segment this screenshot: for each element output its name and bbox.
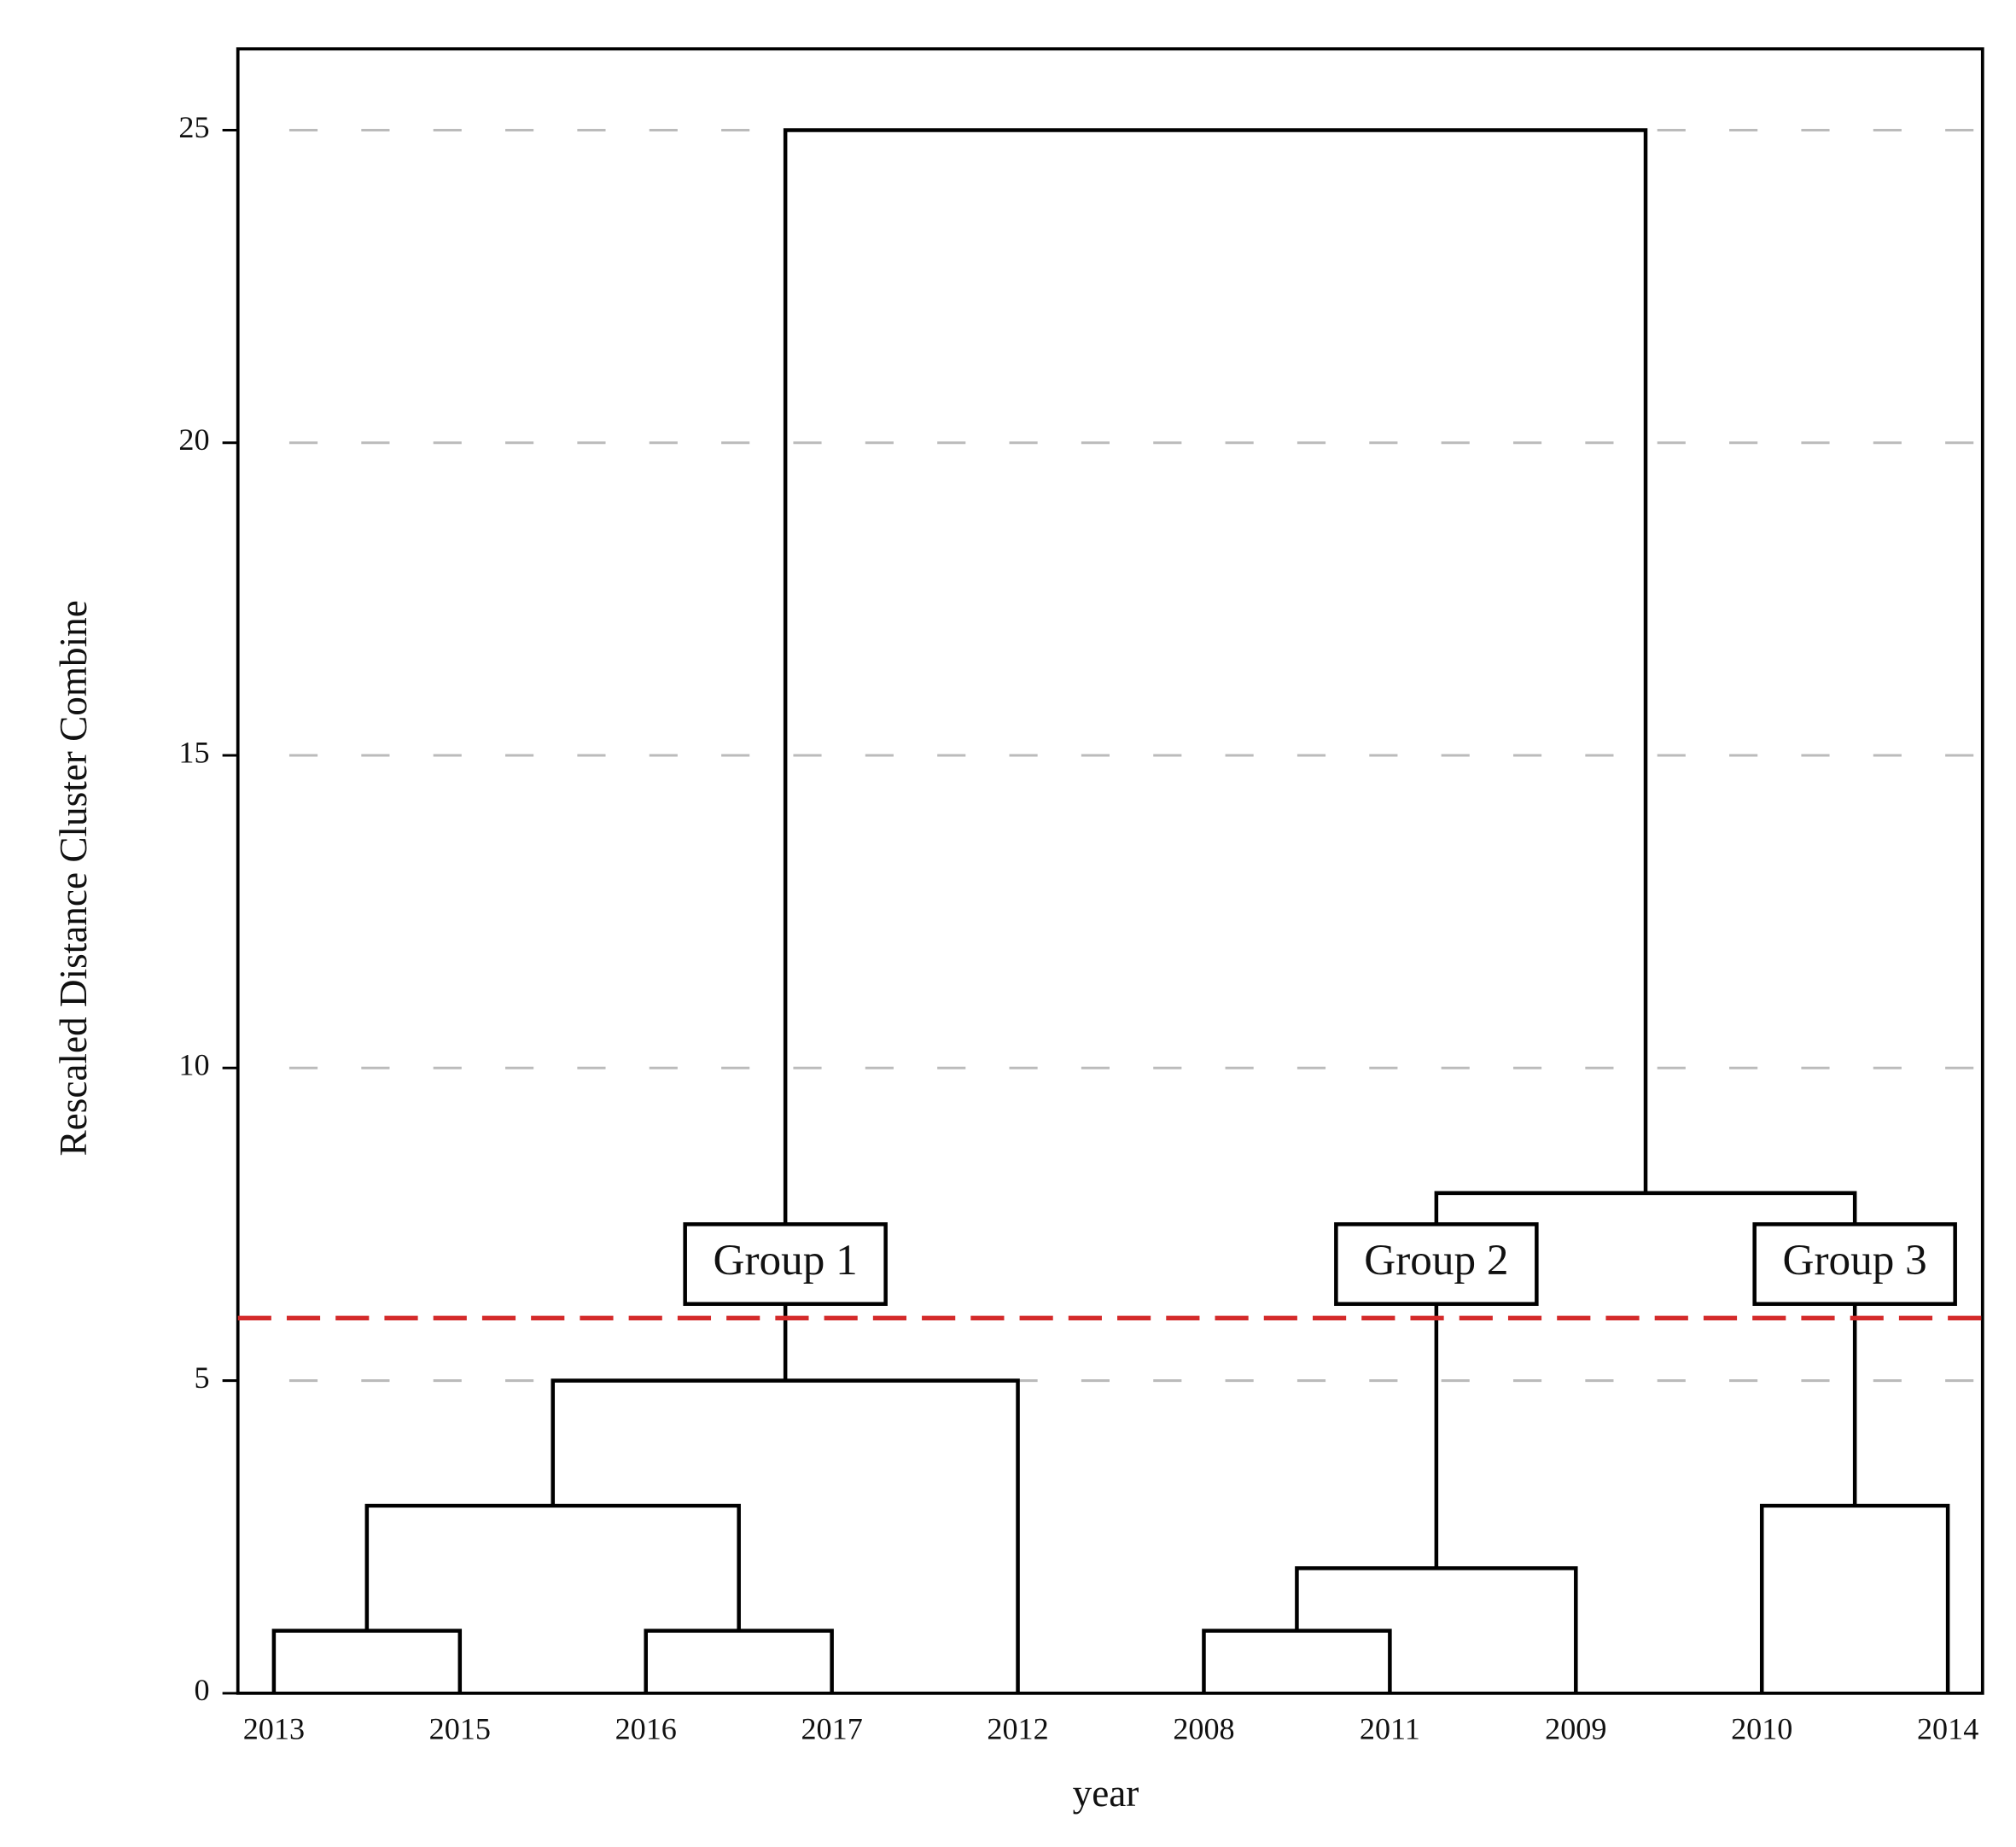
x-tick-label: 2016 xyxy=(615,1711,677,1745)
x-tick-label: 2012 xyxy=(987,1711,1048,1745)
x-tick-label: 2014 xyxy=(1917,1711,1978,1745)
x-tick-label: 2013 xyxy=(243,1711,305,1745)
group-box xyxy=(683,1222,888,1307)
y-tick-label: 10 xyxy=(178,1048,209,1082)
group-label: Group 1 xyxy=(714,1236,858,1285)
x-tick-label: 2011 xyxy=(1360,1711,1420,1745)
y-axis-label: Rescaled Distance Cluster Combine xyxy=(52,600,95,1156)
y-tick-label: 0 xyxy=(194,1673,209,1707)
x-axis-label: year xyxy=(1073,1772,1139,1815)
y-tick-label: 20 xyxy=(178,422,209,457)
x-tick-label: 2015 xyxy=(429,1711,491,1745)
dendrogram-link xyxy=(1202,1629,1392,1693)
group-label: Group 3 xyxy=(1783,1236,1927,1285)
dendrogram-link xyxy=(1295,1566,1578,1693)
dendrogram-link xyxy=(271,1629,463,1693)
x-tick-label: 2008 xyxy=(1173,1711,1234,1745)
plot-frame xyxy=(236,47,1984,1695)
x-tick-label: 2017 xyxy=(801,1711,862,1745)
group-box xyxy=(1334,1222,1539,1307)
x-tick-label: 2009 xyxy=(1545,1711,1606,1745)
dendrogram-link xyxy=(783,128,1648,1381)
dendrogram-link xyxy=(364,1503,741,1631)
x-tick-label: 2010 xyxy=(1731,1711,1792,1745)
group-label: Group 2 xyxy=(1364,1236,1508,1285)
y-tick-label: 5 xyxy=(194,1360,209,1395)
group-box xyxy=(1752,1222,1957,1307)
dendrogram-link xyxy=(551,1378,1020,1693)
dendrogram-link xyxy=(1759,1503,1950,1693)
dendrogram-link xyxy=(644,1629,834,1693)
dendrogram-link xyxy=(1434,1191,1857,1569)
y-tick-label: 15 xyxy=(178,735,209,769)
y-tick-label: 25 xyxy=(178,110,209,144)
